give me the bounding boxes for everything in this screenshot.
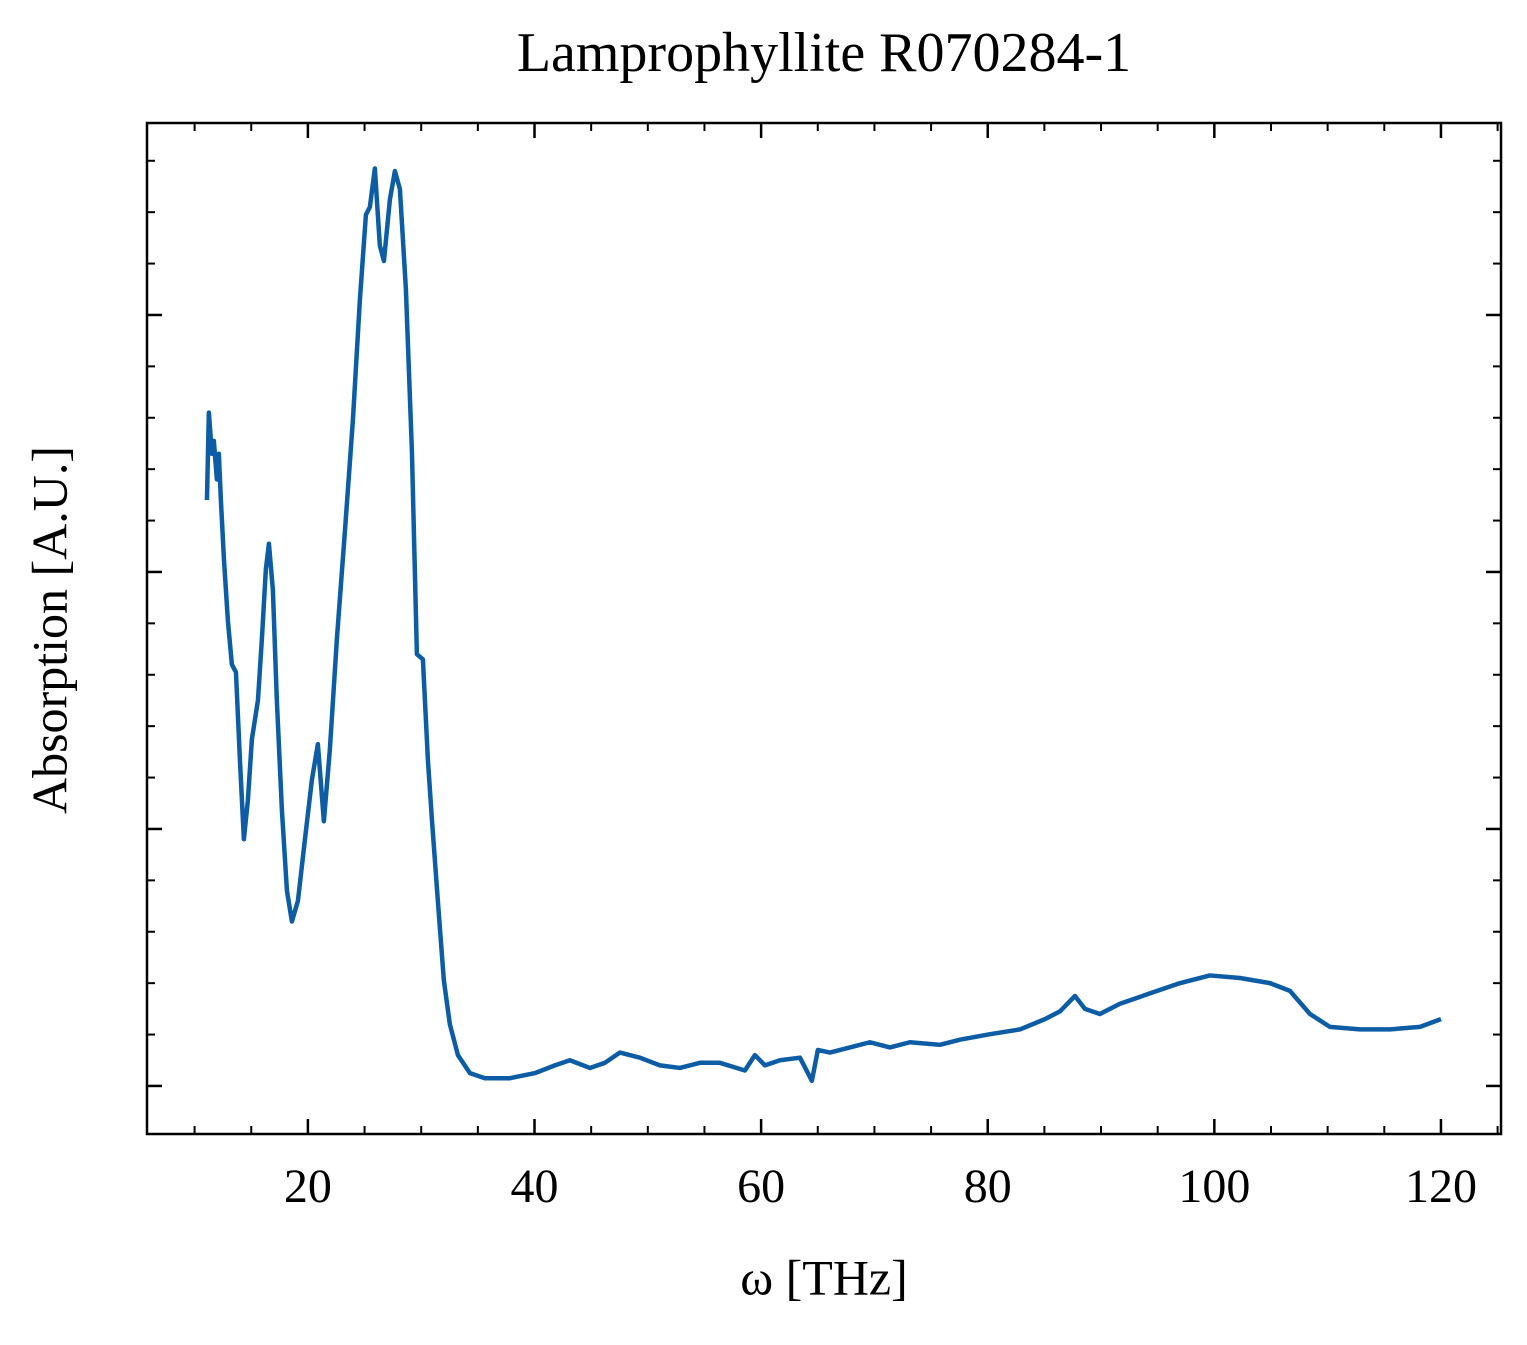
x-tick-label: 100 [1178, 1160, 1250, 1213]
y-axis-label: Absorption [A.U.] [21, 446, 77, 814]
data-line [204, 166, 1442, 1084]
x-tick-label: 120 [1405, 1160, 1477, 1213]
plot-frame [145, 121, 1503, 1136]
x-axis-label: ω [THz] [740, 1249, 908, 1305]
x-tick-label: 40 [511, 1160, 559, 1213]
x-tick-label: 60 [737, 1160, 785, 1213]
x-tick-label: 80 [964, 1160, 1012, 1213]
chart-title: Lamprophyllite R070284-1 [517, 22, 1131, 84]
x-tick-label: 20 [284, 1160, 332, 1213]
